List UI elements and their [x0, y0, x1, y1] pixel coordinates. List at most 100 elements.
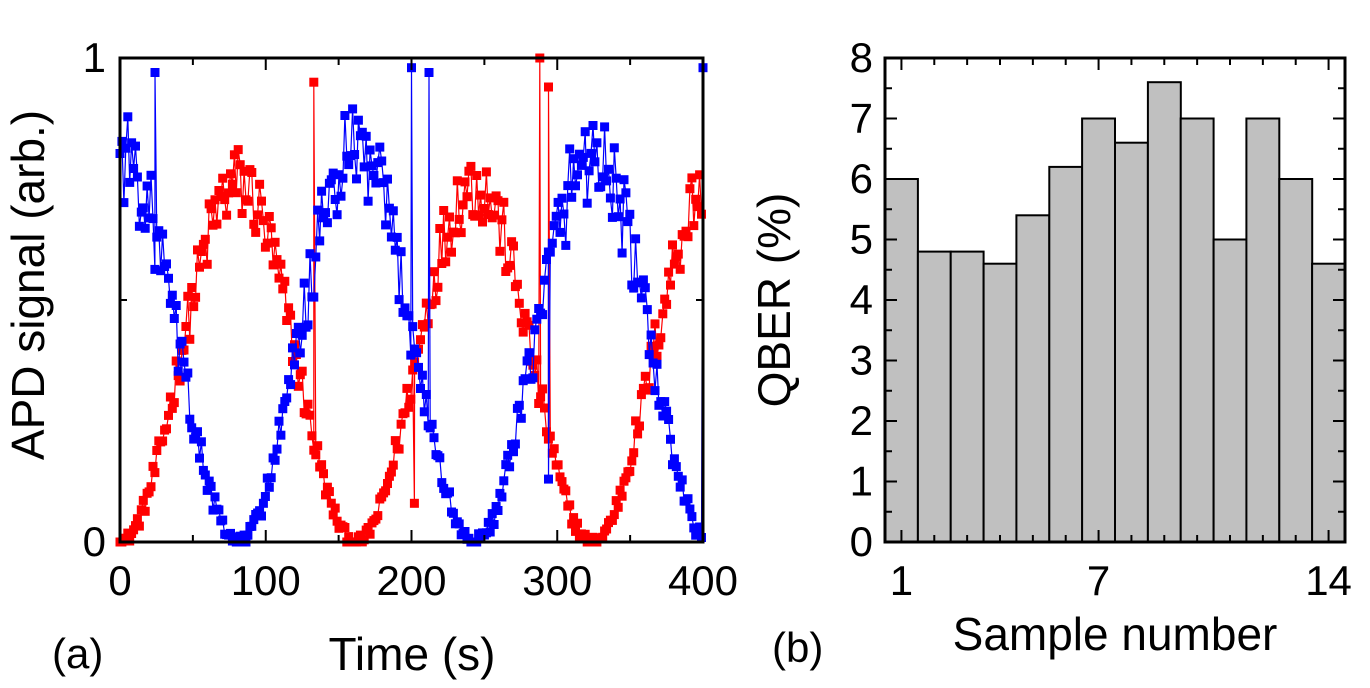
data-point-blue [416, 384, 425, 393]
data-point-red [615, 485, 625, 495]
data-point-blue [198, 465, 208, 475]
data-point-blue [367, 161, 377, 171]
data-point-red [441, 257, 451, 267]
x-tick-label: 200 [376, 557, 446, 604]
data-point-red [695, 170, 705, 180]
data-point-blue [660, 397, 670, 407]
data-point-red [278, 284, 288, 294]
data-point-blue [195, 453, 204, 463]
data-point-blue [652, 359, 662, 369]
data-point-blue [309, 292, 319, 302]
data-point-red [233, 145, 243, 155]
data-point-red [635, 421, 644, 431]
data-point-blue [600, 122, 610, 132]
data-point-blue [214, 505, 224, 515]
data-point-red [293, 381, 303, 391]
data-point-blue [547, 238, 557, 248]
data-point-red [140, 506, 150, 516]
data-point-blue [499, 476, 509, 486]
data-point-blue [542, 255, 551, 264]
data-point-blue [592, 138, 602, 148]
data-point-blue [638, 275, 648, 285]
data-point-red [625, 466, 635, 476]
y-tick-label: 5 [850, 216, 873, 263]
data-point-red [452, 176, 462, 186]
data-point-red [202, 259, 212, 269]
x-axis-title-a: Time (s) [329, 628, 496, 680]
data-point-blue [646, 330, 656, 340]
data-point-blue [350, 150, 360, 159]
data-point-blue [534, 304, 544, 313]
data-point-red [406, 394, 416, 404]
data-point-blue [631, 234, 641, 244]
data-point-red [210, 195, 220, 205]
data-point-blue [685, 504, 695, 514]
data-point-blue [509, 447, 518, 457]
data-point-blue [299, 278, 309, 288]
data-point-blue [516, 413, 526, 423]
data-point-red [148, 461, 158, 471]
data-point-blue [381, 220, 391, 230]
data-point-blue [437, 478, 447, 488]
data-point-blue [417, 370, 427, 380]
data-point-blue [179, 357, 189, 367]
data-point-blue [532, 314, 542, 324]
data-point-blue [117, 136, 127, 146]
data-point-red [262, 238, 272, 248]
data-point-blue [260, 492, 270, 501]
data-point-blue [617, 248, 627, 258]
data-point-red [654, 340, 664, 350]
data-point-blue [134, 221, 144, 231]
bar-sample-10 [1179, 117, 1215, 543]
data-point-red [524, 320, 534, 330]
data-point-blue [615, 194, 625, 204]
data-point-red [588, 532, 598, 542]
data-point-red [462, 192, 472, 202]
data-point-red [305, 410, 315, 420]
data-point-red [429, 267, 439, 277]
data-point-red [580, 529, 590, 539]
data-point-blue [664, 415, 674, 424]
data-point-red [553, 460, 563, 470]
data-point-blue [607, 212, 617, 222]
data-point-red [662, 299, 672, 309]
data-point-blue [514, 400, 524, 410]
data-point-blue [528, 373, 538, 383]
data-point-blue [303, 320, 313, 330]
data-point-blue [121, 143, 131, 153]
data-point-blue [338, 173, 348, 183]
data-point-blue [164, 273, 173, 283]
data-point-blue [394, 295, 404, 305]
data-point-red [640, 371, 650, 381]
data-point-red [249, 219, 259, 229]
data-point-blue [290, 360, 299, 370]
data-point-red [493, 196, 503, 206]
data-point-red [313, 441, 323, 451]
x-tick-labels-a: 0 100 200 300 400 [108, 557, 738, 604]
data-point-blue [538, 310, 548, 320]
data-point-red [445, 212, 454, 222]
data-point-blue [177, 336, 187, 346]
data-point-red [464, 166, 474, 176]
data-point-red [466, 161, 476, 171]
data-point-red [365, 529, 375, 539]
data-point-blue [295, 348, 305, 358]
data-point-blue [454, 519, 464, 529]
bar-sample-5 [1015, 214, 1051, 544]
data-point-red [363, 523, 373, 532]
panel-label-a: (a) [52, 630, 103, 677]
data-point-blue [611, 173, 621, 183]
data-point-red [495, 246, 505, 256]
data-point-blue [559, 209, 569, 219]
data-point-blue [185, 414, 195, 424]
data-point-red [656, 333, 666, 343]
data-point-red [404, 402, 414, 412]
data-point-blue [249, 515, 259, 525]
data-point-red [388, 460, 398, 470]
data-point-red [673, 249, 683, 259]
data-point-blue [330, 195, 340, 204]
data-point-blue [549, 221, 559, 231]
panel-label-b: (b) [772, 624, 823, 671]
x-tick-label: 300 [522, 557, 592, 604]
